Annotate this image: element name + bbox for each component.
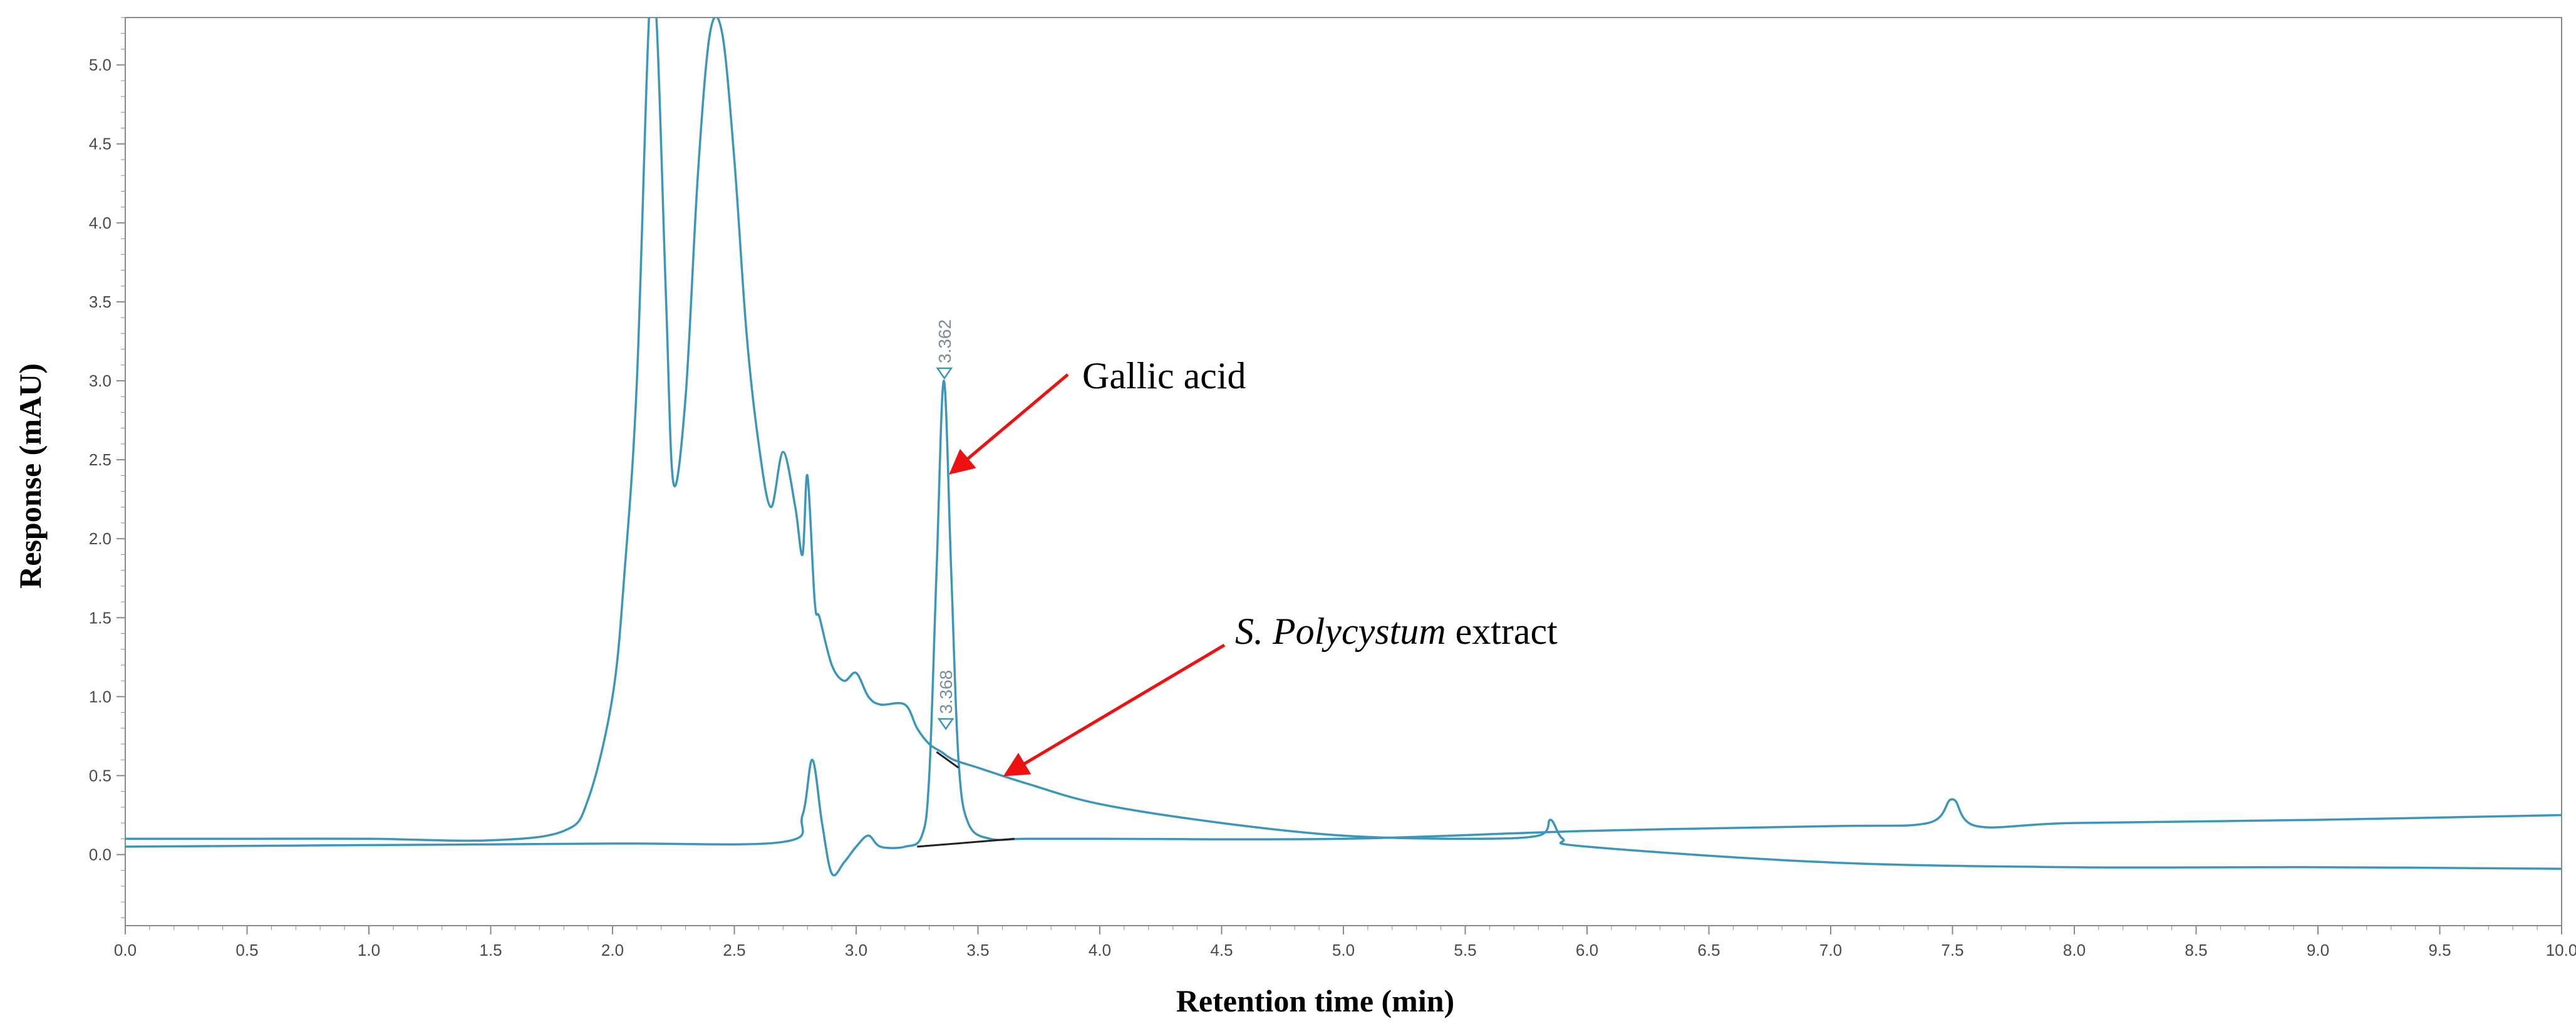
y-tick-label: 1.5 xyxy=(89,608,111,627)
baseline-gallic-acid xyxy=(917,837,1015,848)
gallic-acid-label: Gallic acid xyxy=(1082,355,1246,396)
y-tick-label: 3.0 xyxy=(89,371,111,390)
y-tick-label: 4.0 xyxy=(89,214,111,232)
trace-line-extract xyxy=(125,18,2562,870)
x-tick-label: 9.0 xyxy=(2307,941,2329,959)
x-tick-label: 1.0 xyxy=(358,941,380,959)
peak-labels: 3.362 3.368 xyxy=(935,319,956,731)
y-tick-label: 4.5 xyxy=(89,135,111,153)
x-tick-label: 7.5 xyxy=(1941,941,1963,959)
y-tick-label: 2.5 xyxy=(89,450,111,469)
trace-line-gallic-acid xyxy=(125,380,2562,877)
extract-label: S. Polycystum extract xyxy=(1235,611,1558,652)
plot-frame xyxy=(125,17,2562,926)
x-tick-label: 5.5 xyxy=(1454,941,1476,959)
baseline-extract xyxy=(936,751,960,769)
x-tick-label: 0.5 xyxy=(235,941,258,959)
y-tick-label: 5.0 xyxy=(89,56,111,75)
integration-baselines xyxy=(917,751,1015,848)
x-tick-label: 8.5 xyxy=(2185,941,2207,959)
x-tick-label: 6.0 xyxy=(1576,941,1598,959)
x-tick-label: 0.0 xyxy=(114,941,137,959)
extract-arrow xyxy=(1003,643,1226,777)
peak-retention-label: 3.368 xyxy=(936,670,956,714)
x-tick-label: 4.5 xyxy=(1210,941,1233,959)
peak-marker xyxy=(937,718,954,731)
x-tick-label: 3.5 xyxy=(966,941,989,959)
peak-retention-label: 3.362 xyxy=(935,319,954,363)
y-tick-label: 3.5 xyxy=(89,292,111,311)
y-tick-label: 2.0 xyxy=(89,529,111,548)
x-tick-label: 5.0 xyxy=(1332,941,1355,959)
y-tick-label: 1.0 xyxy=(89,687,111,706)
x-tick-label: 6.5 xyxy=(1697,941,1720,959)
x-tick-label: 3.0 xyxy=(845,941,867,959)
x-tick-label: 10.0 xyxy=(2546,941,2576,959)
gallic-acid-arrow xyxy=(949,373,1069,475)
traces xyxy=(125,18,2562,877)
x-tick-label: 2.0 xyxy=(601,941,624,959)
x-tick-label: 1.5 xyxy=(479,941,502,959)
x-axis-title: Retention time (min) xyxy=(1176,983,1454,1018)
x-tick-label: 4.0 xyxy=(1089,941,1111,959)
y-tick-label: 0.0 xyxy=(89,845,111,864)
x-tick-label: 9.5 xyxy=(2428,941,2451,959)
x-tick-label: 2.5 xyxy=(723,941,745,959)
x-tick-label: 8.0 xyxy=(2063,941,2086,959)
peak-marker xyxy=(936,367,953,380)
x-axis-ticks: 0.0 0.5 1.0 1.5 2.0 2.5 3.0 3.5 4.0 4.5 5.0 5.5 6.0 6… xyxy=(114,926,2576,959)
y-axis-ticks: 0.0 0.5 1.0 1.5 2.0 2.5 3.0 3.5 4.0 4.5 5.0 xyxy=(89,17,125,918)
plot-border xyxy=(125,17,2562,926)
x-tick-label: 7.0 xyxy=(1819,941,1842,959)
y-axis-title: Response (mAU) xyxy=(13,363,48,589)
annotations: Gallic acid S. Polycystum extract xyxy=(949,355,1558,777)
y-tick-label: 0.5 xyxy=(89,766,111,785)
